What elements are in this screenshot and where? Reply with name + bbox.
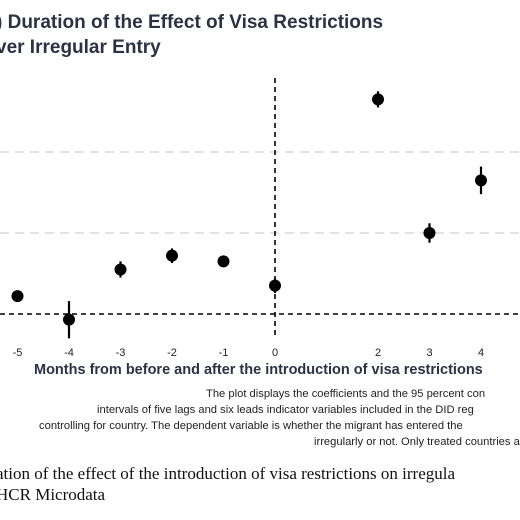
x-tick-label: 2 xyxy=(375,347,381,359)
event-study-plot: -5-4-3-2-102345 xyxy=(0,78,520,359)
data-point xyxy=(63,313,75,326)
note-line-1: The plot displays the coefficients and t… xyxy=(206,388,486,400)
data-point xyxy=(423,227,436,239)
x-tick-label: -4 xyxy=(64,347,74,359)
x-tick-label: -1 xyxy=(219,347,229,359)
x-tick-label: 0 xyxy=(272,347,278,359)
data-points xyxy=(11,91,487,339)
data-point xyxy=(166,249,178,262)
caption-line-1: ation of the effect of the introduction … xyxy=(0,464,456,483)
x-tick-label: -3 xyxy=(116,347,126,359)
note-line-2: intervals of five lags and six leads ind… xyxy=(97,404,474,416)
grid-lines xyxy=(0,151,520,234)
data-point xyxy=(11,290,24,303)
x-tick-label: -5 xyxy=(13,347,23,359)
note-line-3: controlling for country. The dependent v… xyxy=(39,420,463,432)
x-tick-label: -2 xyxy=(167,347,177,359)
x-tick-labels: -5-4-3-2-102345 xyxy=(13,347,484,359)
x-axis-label: Months from before and after the introdu… xyxy=(34,362,483,378)
data-point xyxy=(217,255,230,268)
data-point xyxy=(269,279,281,292)
chart-title-line-2: ver Irregular Entry xyxy=(0,37,161,58)
chart-title-line-1: ) Duration of the Effect of Visa Restric… xyxy=(0,12,384,33)
note-line-4: irregularly or not. Only treated countri… xyxy=(314,436,520,448)
reference-lines xyxy=(0,78,520,338)
data-point xyxy=(475,174,487,187)
data-point xyxy=(372,93,384,106)
caption-line-2: HCR Microdata xyxy=(0,485,106,504)
data-point xyxy=(114,263,127,276)
x-tick-label: 3 xyxy=(426,347,432,359)
x-tick-label: 4 xyxy=(478,347,484,359)
